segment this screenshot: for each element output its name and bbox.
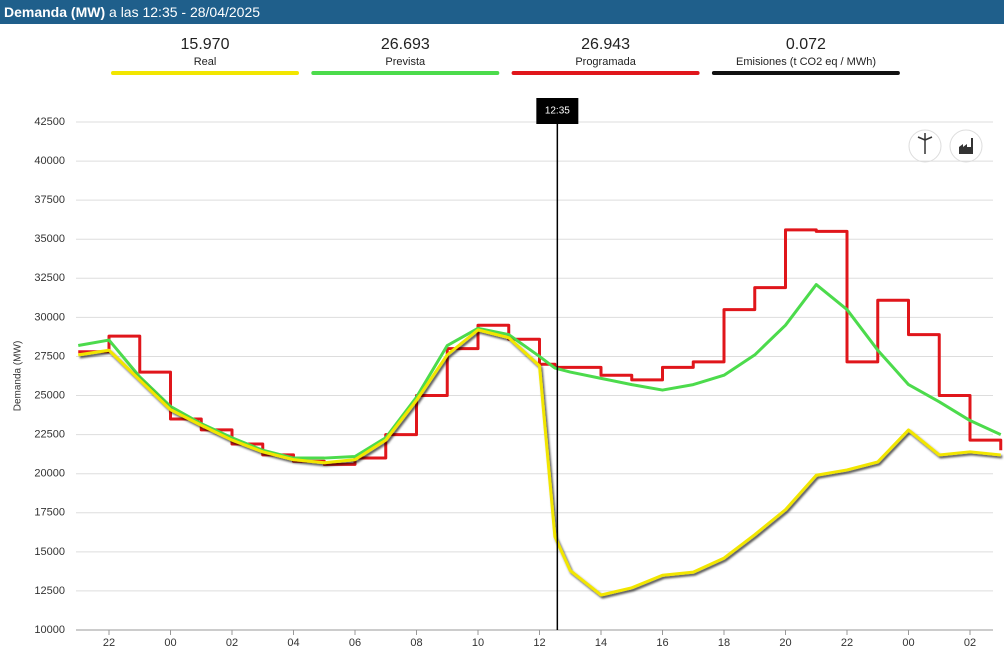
header-title: Demanda (MW) xyxy=(4,4,106,20)
legend-label: Prevista xyxy=(385,56,426,68)
x-tick-label: 16 xyxy=(656,637,668,649)
y-tick-label: 32500 xyxy=(34,272,65,284)
x-tick-label: 18 xyxy=(718,637,730,649)
y-tick-label: 30000 xyxy=(34,311,65,323)
x-tick-label: 12 xyxy=(533,637,545,649)
x-tick-label: 22 xyxy=(841,637,853,649)
x-tick-label: 06 xyxy=(349,637,361,649)
x-tick-label: 02 xyxy=(964,637,976,649)
y-tick-label: 40000 xyxy=(34,155,65,167)
x-tick-label: 20 xyxy=(779,637,791,649)
x-tick-label: 14 xyxy=(595,637,607,649)
icon-wind[interactable] xyxy=(908,129,942,163)
y-tick-label: 25000 xyxy=(34,389,65,401)
x-tick-label: 00 xyxy=(164,637,176,649)
x-tick-label: 00 xyxy=(902,637,914,649)
y-tick-label: 42500 xyxy=(34,116,65,128)
x-tick-label: 08 xyxy=(410,637,422,649)
y-tick-label: 27500 xyxy=(34,350,65,362)
card-value: 0.072 xyxy=(786,36,826,53)
card-value: 26.693 xyxy=(381,36,430,53)
y-tick-label: 15000 xyxy=(34,546,65,558)
card-value: 15.970 xyxy=(181,36,230,53)
y-tick-label: 17500 xyxy=(34,507,65,519)
x-tick-label: 22 xyxy=(103,637,115,649)
y-tick-label: 10000 xyxy=(34,624,65,636)
y-tick-label: 37500 xyxy=(34,194,65,206)
cursor-box xyxy=(536,98,579,124)
y-tick-label: 12500 xyxy=(34,585,65,597)
y-tick-label: 22500 xyxy=(34,429,65,441)
x-tick-label: 02 xyxy=(226,637,238,649)
cursor-label: 12:35 xyxy=(545,106,570,117)
y-tick-label: 20000 xyxy=(34,468,65,480)
emissions-label: Emisiones (t CO2 eq / MWh) xyxy=(736,56,876,68)
legend-label: Programada xyxy=(575,56,636,68)
series-line xyxy=(78,328,1001,597)
header-subtitle: a las 12:35 - 28/04/2025 xyxy=(109,4,261,20)
card-value: 26.943 xyxy=(581,36,630,53)
y-tick-label: 35000 xyxy=(34,233,65,245)
x-tick-label: 10 xyxy=(472,637,484,649)
header-bar: Demanda (MW) a las 12:35 - 28/04/2025 xyxy=(0,0,1004,24)
legend-label: Real xyxy=(194,56,217,68)
x-tick-label: 04 xyxy=(287,637,299,649)
icon-factory[interactable] xyxy=(949,129,983,163)
y-axis-label: Demanda (MW) xyxy=(13,341,24,412)
series-line xyxy=(78,228,1003,466)
series-line xyxy=(77,283,1002,460)
